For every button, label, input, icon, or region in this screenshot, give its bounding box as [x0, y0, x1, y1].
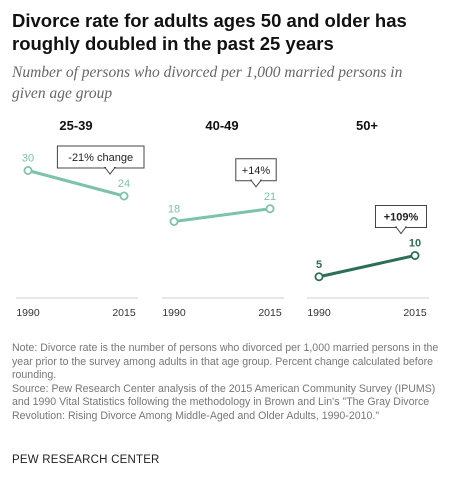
- change-callout-pointer: [394, 226, 408, 235]
- series-line: [26, 169, 126, 198]
- panel-50-plus: 50+ 1990 2015 5 10 +109%: [305, 112, 441, 332]
- x-tick-label: 1990: [16, 307, 40, 319]
- change-callout-box: [56, 145, 145, 169]
- data-point: [169, 217, 179, 227]
- x-tick-label: 1990: [162, 307, 186, 319]
- chart-subtitle: Number of persons who divorced per 1,000…: [12, 64, 403, 102]
- x-tick-label: 2015: [403, 307, 427, 319]
- panel-title: 25-39: [59, 118, 92, 133]
- panel-title: 40-49: [205, 118, 238, 133]
- data-label: 24: [118, 178, 130, 190]
- data-label: 10: [409, 238, 421, 250]
- panel-50-plus-chart: 50+ 1990 2015 5 10 +109%: [307, 118, 429, 319]
- data-point: [119, 191, 129, 201]
- panel-25-39: 25-39 1990 2015 30 24 -21% change: [14, 112, 150, 332]
- change-callout: +109%: [375, 205, 427, 235]
- change-callout: +14%: [235, 158, 277, 188]
- data-label: 21: [264, 191, 276, 203]
- panel-title: 50+: [356, 118, 378, 133]
- change-callout-pointer: [249, 179, 263, 188]
- data-point: [265, 204, 275, 214]
- panel-25-39-chart: 25-39 1990 2015 30 24 -21% change: [16, 118, 145, 319]
- change-callout: -21% change: [56, 145, 145, 175]
- panel-40-49: 40-49 1990 2015 18 21 +14%: [160, 112, 296, 332]
- x-tick-label: 2015: [258, 307, 282, 319]
- data-point: [410, 250, 420, 260]
- source-text: Source: Pew Research Center analysis of …: [12, 382, 436, 422]
- change-callout-pointer: [103, 167, 117, 175]
- change-label: +14%: [242, 165, 271, 177]
- x-tick-label: 1990: [307, 307, 331, 319]
- x-tick-label: 2015: [112, 307, 136, 319]
- data-label: 5: [316, 259, 322, 271]
- data-point: [23, 166, 33, 176]
- series-line: [172, 207, 272, 223]
- data-label: 30: [22, 153, 34, 165]
- data-label: 18: [168, 204, 180, 216]
- series-line: [317, 254, 417, 279]
- change-label: +109%: [384, 212, 419, 224]
- data-point: [314, 272, 324, 282]
- change-label: -21% change: [68, 152, 133, 164]
- note-text: Note: Divorce rate is the number of pers…: [12, 342, 439, 381]
- brand-label: PEW RESEARCH CENTER: [12, 454, 160, 466]
- panel-40-49-chart: 40-49 1990 2015 18 21 +14%: [162, 118, 284, 319]
- chart-title: Divorce rate for adults ages 50 and olde…: [12, 10, 407, 54]
- chart-notes: Note: Divorce rate is the number of pers…: [12, 342, 440, 423]
